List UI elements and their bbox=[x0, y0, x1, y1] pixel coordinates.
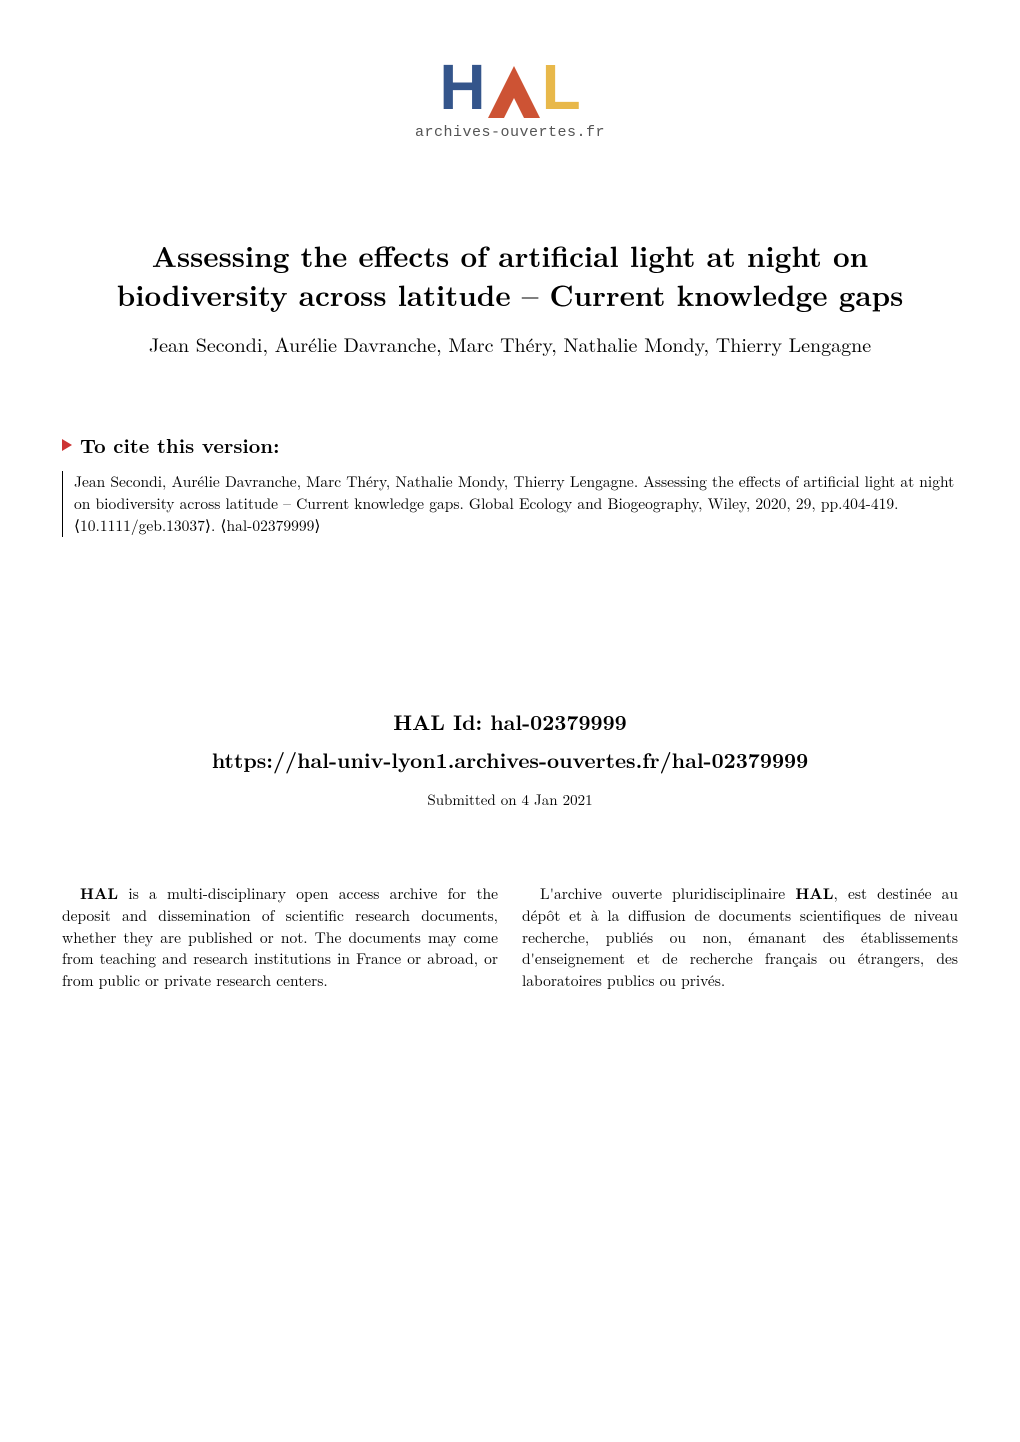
hal-logo-section: H L archives-ouvertes.fr bbox=[0, 0, 1020, 141]
description-english: HAL is a multi-disciplinary open access … bbox=[62, 882, 498, 991]
citation-text: Jean Secondi, Aurélie Davranche, Marc Th… bbox=[62, 471, 958, 537]
logo-letter-a-icon bbox=[488, 66, 540, 118]
cite-title: To cite this version: bbox=[80, 430, 279, 459]
description-french-prefix: L'archive ouverte pluridisciplinaire bbox=[540, 883, 795, 904]
logo-letter-h: H bbox=[439, 50, 485, 124]
hal-id: HAL Id: hal-02379999 bbox=[0, 707, 1020, 737]
description-french: L'archive ouverte pluridisciplinaire HAL… bbox=[522, 882, 958, 991]
logo-subtitle: archives-ouvertes.fr bbox=[415, 124, 605, 141]
description-english-text: is a multi-disciplinary open access arch… bbox=[62, 883, 498, 991]
submitted-date: Submitted on 4 Jan 2021 bbox=[0, 789, 1020, 810]
hal-logo-graphic: H L bbox=[415, 50, 605, 124]
cite-section: To cite this version: Jean Secondi, Auré… bbox=[0, 430, 1020, 537]
hal-bold-fr: HAL bbox=[795, 881, 833, 904]
triangle-right-icon bbox=[62, 439, 72, 451]
hal-logo: H L archives-ouvertes.fr bbox=[415, 50, 605, 141]
cite-header: To cite this version: bbox=[62, 430, 958, 459]
hal-url[interactable]: https://hal-univ-lyon1.archives-ouvertes… bbox=[0, 745, 1020, 775]
title-section: Assessing the effects of artificial ligh… bbox=[0, 236, 1020, 360]
hal-id-section: HAL Id: hal-02379999 https://hal-univ-ly… bbox=[0, 707, 1020, 810]
paper-authors: Jean Secondi, Aurélie Davranche, Marc Th… bbox=[80, 328, 940, 360]
hal-bold-en: HAL bbox=[80, 881, 118, 904]
paper-title: Assessing the effects of artificial ligh… bbox=[80, 236, 940, 314]
description-section: HAL is a multi-disciplinary open access … bbox=[0, 882, 1020, 991]
logo-letter-l: L bbox=[542, 50, 581, 124]
